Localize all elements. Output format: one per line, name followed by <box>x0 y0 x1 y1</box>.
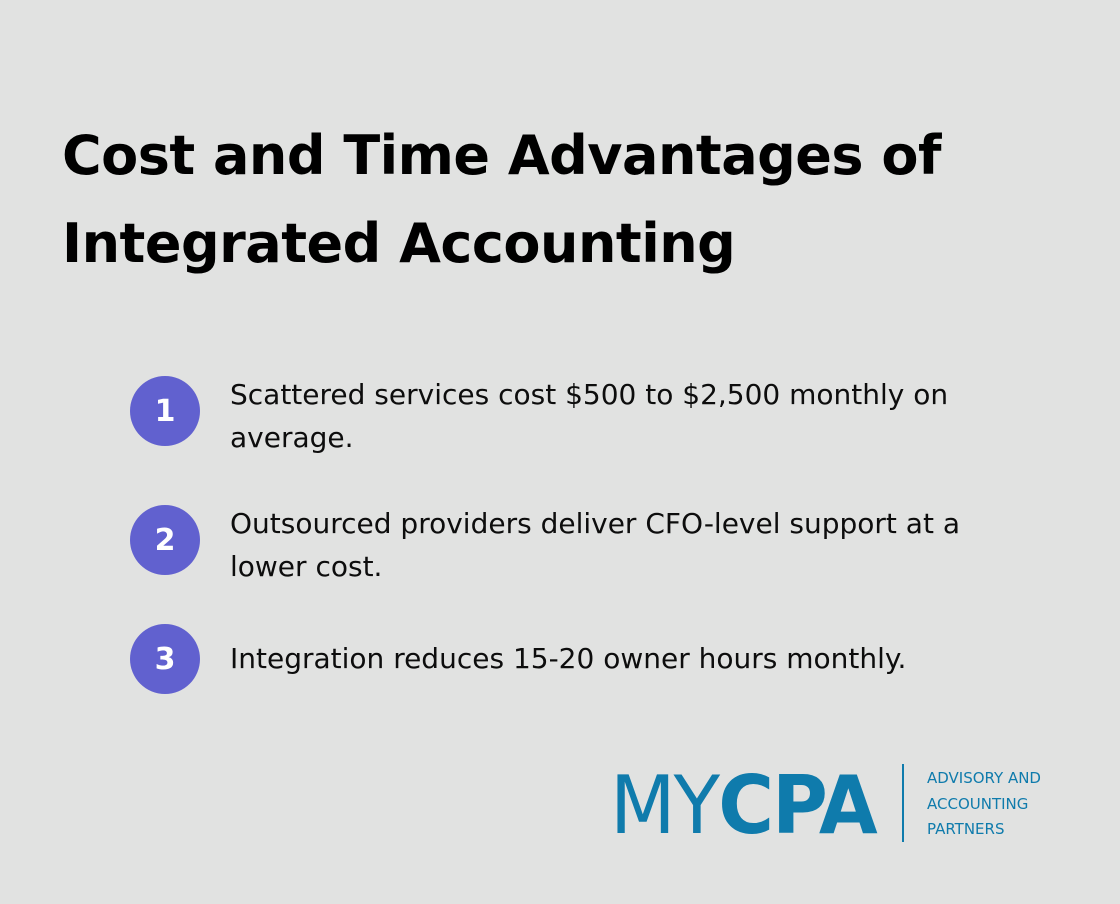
item-text: Outsourced providers deliver CFO-level s… <box>230 507 960 583</box>
item-text: Scattered services cost $500 to $2,500 m… <box>230 378 949 454</box>
number-badge: 2 <box>130 505 200 575</box>
list-item: 3 Integration reduces 15-20 owner hours … <box>130 624 1030 694</box>
logo-bold-text: CPA <box>718 759 878 852</box>
page-title: Cost and Time Advantages of Integrated A… <box>62 124 941 275</box>
logo-divider <box>902 764 904 842</box>
tagline-line: ADVISORY AND <box>927 769 1041 787</box>
item-text: Integration reduces 15-20 owner hours mo… <box>230 642 907 675</box>
number-badge: 3 <box>130 624 200 694</box>
list-item: 1 Scattered services cost $500 to $2,500… <box>130 376 1030 459</box>
tagline-line: ACCOUNTING <box>927 794 1029 813</box>
list-item: 2 Outsourced providers deliver CFO-level… <box>130 505 1030 588</box>
logo-tagline: ADVISORY AND ACCOUNTING PARTNERS <box>927 766 1041 843</box>
tagline-line: PARTNERS <box>927 820 1005 838</box>
logo-wordmark: MYCPA <box>610 766 878 846</box>
number-badge: 1 <box>130 376 200 446</box>
logo-light-text: MY <box>610 759 720 852</box>
